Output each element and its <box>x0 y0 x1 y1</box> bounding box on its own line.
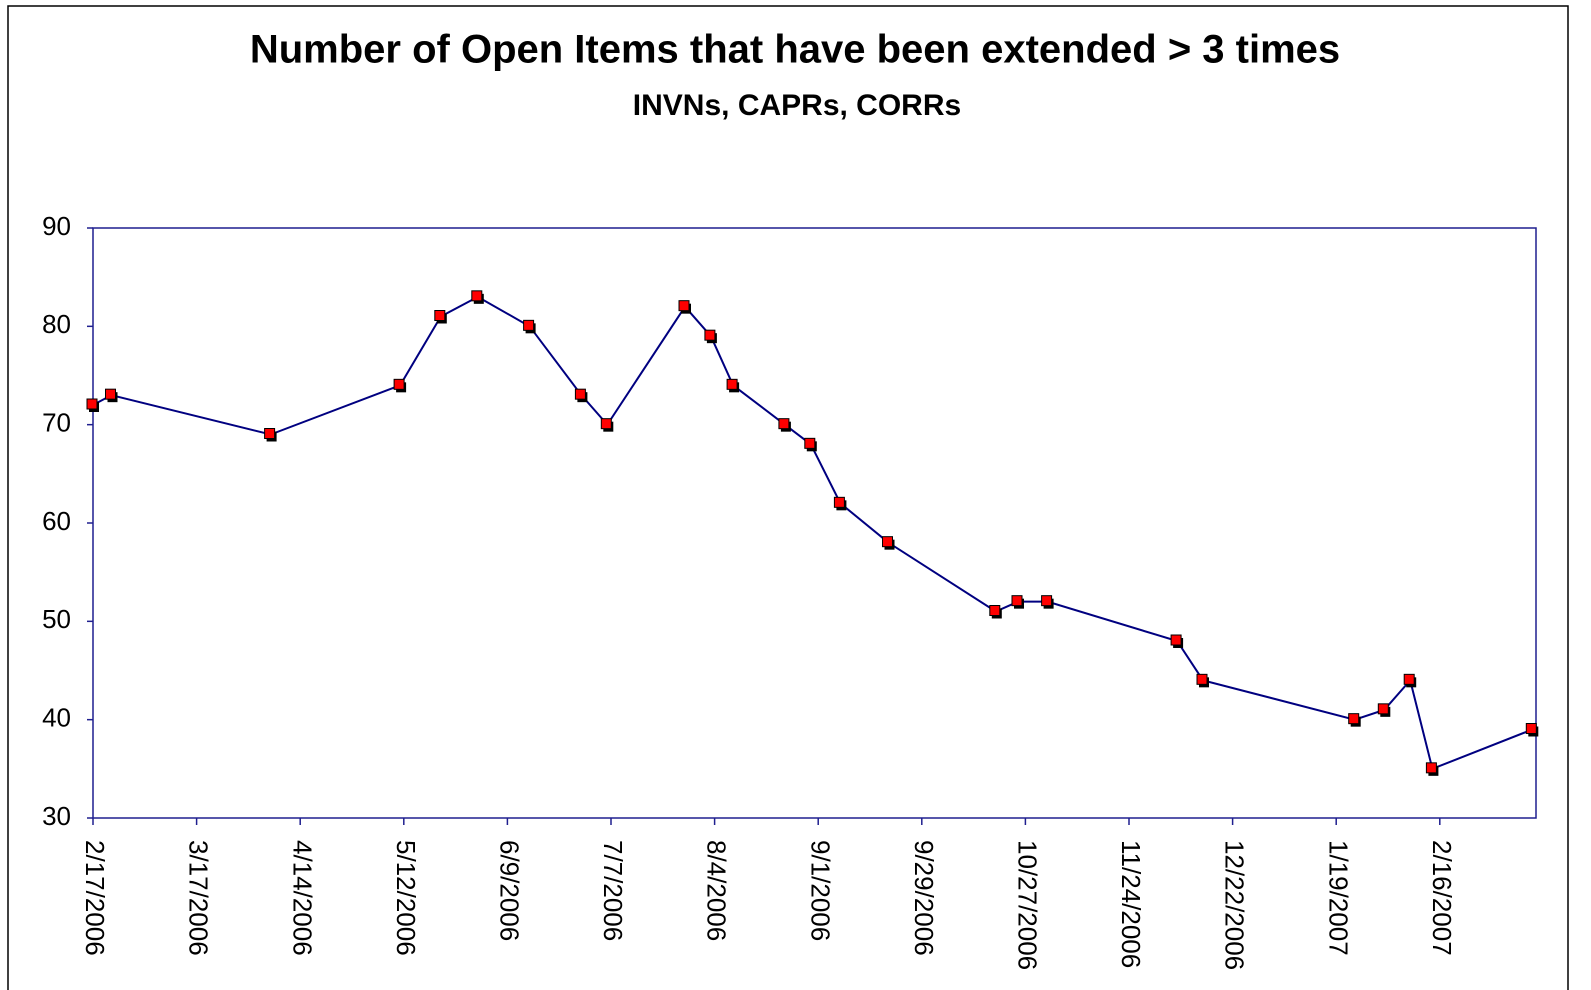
marker <box>1170 634 1182 646</box>
marker <box>1377 703 1389 715</box>
marker <box>882 536 893 548</box>
marker <box>434 310 446 321</box>
x-tick-label: 5/12/2006 <box>391 840 421 956</box>
y-tick-label: 40 <box>42 703 71 733</box>
x-tick-label: 6/9/2006 <box>495 840 525 941</box>
marker <box>804 437 816 449</box>
x-tick-label: 12/22/2006 <box>1220 840 1250 970</box>
x-tick-label: 3/17/2006 <box>184 840 214 956</box>
marker <box>1425 762 1437 774</box>
marker <box>726 378 738 390</box>
marker <box>1403 673 1415 685</box>
chart-border <box>7 5 1569 990</box>
marker <box>471 290 483 302</box>
x-tick-label: 9/1/2006 <box>805 840 835 941</box>
data-line <box>92 295 1533 771</box>
x-tick-label: 11/24/2006 <box>1116 840 1146 968</box>
chart-subtitle: INVNs, CAPRs, CORRs <box>633 89 961 122</box>
x-tick-label: 2/16/2007 <box>1427 840 1457 956</box>
marker <box>574 388 586 400</box>
marker <box>678 300 690 312</box>
y-tick-label: 80 <box>42 309 71 339</box>
marker <box>86 398 98 410</box>
marker <box>1348 713 1360 725</box>
y-tick-label: 90 <box>42 211 71 241</box>
marker <box>833 496 845 508</box>
y-tick-label: 70 <box>42 408 71 438</box>
x-tick-label: 9/29/2006 <box>909 840 939 956</box>
x-tick-label: 2/17/2006 <box>80 840 110 956</box>
marker <box>704 329 716 341</box>
marker <box>264 428 276 439</box>
chart-title: Number of Open Items that have been exte… <box>250 28 1340 72</box>
y-tick-label: 30 <box>42 801 71 831</box>
marker <box>393 378 405 390</box>
x-tick-label: 10/27/2006 <box>1013 840 1043 970</box>
marker <box>989 605 1001 616</box>
marker <box>1011 595 1023 607</box>
marker <box>1041 595 1053 607</box>
x-tick-label: 8/4/2006 <box>702 840 732 941</box>
marker <box>105 388 116 400</box>
marker <box>1196 673 1208 685</box>
y-tick-label: 60 <box>42 506 71 536</box>
marker <box>600 418 612 430</box>
marker <box>1525 723 1537 734</box>
y-tick-label: 50 <box>42 604 71 634</box>
marker <box>778 418 790 430</box>
marker <box>523 319 535 331</box>
x-tick-label: 4/14/2006 <box>287 840 317 956</box>
x-tick-label: 7/7/2006 <box>598 840 628 941</box>
x-tick-label: 1/19/2007 <box>1323 840 1353 956</box>
